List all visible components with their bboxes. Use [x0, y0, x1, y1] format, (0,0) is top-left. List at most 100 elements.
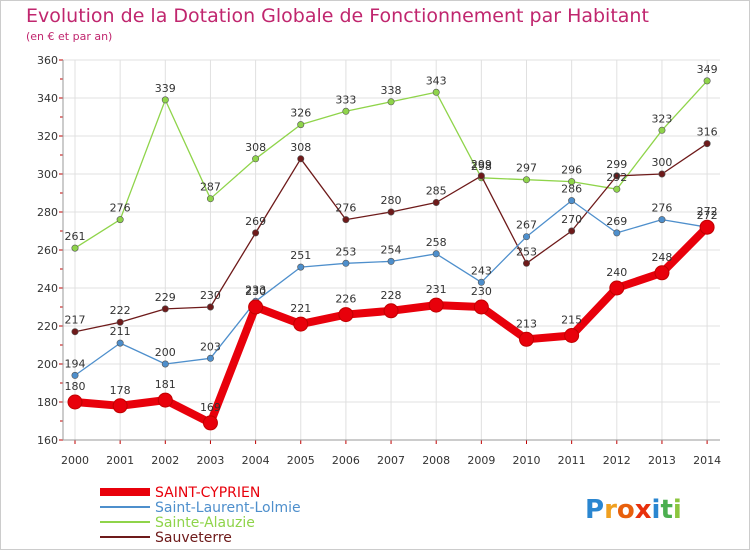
data-label: 233	[245, 283, 266, 296]
data-point	[206, 195, 214, 203]
data-label: 215	[561, 314, 582, 327]
y-tick-label: 300	[37, 168, 58, 181]
data-point	[387, 208, 395, 216]
data-label: 230	[245, 285, 266, 298]
y-tick-label: 240	[37, 282, 58, 295]
data-label: 221	[290, 302, 311, 315]
data-label: 231	[426, 283, 447, 296]
data-label: 326	[290, 107, 311, 120]
data-label: 298	[471, 160, 492, 173]
data-point	[387, 257, 395, 265]
data-point	[342, 107, 350, 115]
data-label: 169	[200, 401, 221, 414]
x-tick-label: 2002	[151, 454, 179, 467]
y-tick-label: 180	[37, 396, 58, 409]
data-point	[613, 229, 621, 237]
data-label: 299	[606, 158, 627, 171]
logo-letter: t	[660, 495, 672, 525]
data-point	[568, 227, 576, 235]
y-tick-label: 160	[37, 434, 58, 447]
data-point	[699, 219, 715, 235]
legend-label: SAINT-CYPRIEN	[155, 485, 260, 501]
data-label: 203	[200, 340, 221, 353]
data-label: 343	[426, 74, 447, 87]
x-tick-label: 2010	[513, 454, 541, 467]
data-point	[297, 263, 305, 271]
data-point	[519, 331, 534, 347]
data-label: 276	[335, 202, 356, 215]
data-point	[252, 155, 260, 163]
data-label: 229	[155, 291, 176, 304]
data-label: 316	[697, 126, 718, 139]
logo-letter: i	[652, 495, 661, 525]
y-tick-label: 360	[37, 54, 58, 67]
legend-label: Saint-Laurent-Lolmie	[155, 500, 301, 516]
data-label: 194	[65, 357, 86, 370]
data-point	[428, 297, 444, 313]
data-label: 261	[65, 230, 86, 243]
data-label: 228	[381, 289, 402, 302]
data-point	[116, 339, 124, 347]
data-point	[116, 216, 124, 224]
data-point	[654, 265, 670, 281]
y-tick-label: 320	[37, 130, 58, 143]
data-label: 296	[561, 164, 582, 177]
data-point	[564, 328, 580, 343]
data-point	[658, 216, 666, 224]
data-label: 211	[110, 325, 131, 338]
data-label: 339	[155, 82, 176, 95]
x-tick-label: 2009	[467, 454, 495, 467]
y-tick-label: 340	[37, 92, 58, 105]
data-point	[658, 170, 666, 178]
data-label: 308	[245, 141, 266, 154]
data-point	[71, 371, 79, 379]
data-point	[202, 415, 218, 431]
data-label: 230	[200, 289, 221, 302]
data-point	[568, 197, 576, 205]
x-tick-label: 2000	[61, 454, 89, 467]
data-point	[568, 178, 576, 186]
data-point	[67, 394, 83, 410]
data-point	[342, 216, 350, 224]
data-point	[613, 185, 621, 193]
legend: SAINT-CYPRIENSaint-Laurent-LolmieSainte-…	[100, 485, 301, 546]
legend-label: Sainte-Alauzie	[155, 515, 255, 531]
data-point	[252, 229, 260, 237]
data-label: 286	[561, 183, 582, 196]
data-label: 243	[471, 264, 492, 277]
legend-label: Sauveterre	[155, 530, 232, 546]
x-tick-label: 2006	[332, 454, 360, 467]
logo-letter: i	[673, 495, 682, 525]
data-label: 253	[335, 245, 356, 258]
data-point	[432, 199, 440, 207]
data-point	[297, 155, 305, 163]
data-point	[293, 316, 309, 332]
data-label: 270	[561, 213, 582, 226]
data-label: 299	[471, 158, 492, 171]
data-label: 323	[651, 112, 672, 125]
data-label: 300	[651, 156, 672, 169]
chart-title: Evolution de la Dotation Globale de Fonc…	[26, 5, 649, 27]
chart-subtitle: (en € et par an)	[26, 30, 112, 43]
data-point	[161, 96, 169, 104]
data-point	[477, 172, 485, 180]
data-label: 269	[606, 215, 627, 228]
data-label: 287	[200, 181, 221, 194]
y-tick-label: 220	[37, 320, 58, 333]
grid-layer	[63, 59, 720, 441]
data-label: 248	[651, 251, 672, 264]
data-point	[383, 303, 399, 319]
x-tick-label: 2014	[693, 454, 721, 467]
data-label-layer: 261 276 339 287 308 326 333 338 343 298 297 296 292 3…	[65, 63, 718, 414]
data-label: 276	[110, 202, 131, 215]
data-label: 338	[381, 84, 402, 97]
data-label: 178	[110, 384, 131, 397]
data-point	[161, 305, 169, 313]
data-point	[161, 360, 169, 368]
data-label: 285	[426, 185, 447, 198]
logo-letter: P	[585, 495, 604, 525]
logo-letter: o	[617, 495, 635, 525]
